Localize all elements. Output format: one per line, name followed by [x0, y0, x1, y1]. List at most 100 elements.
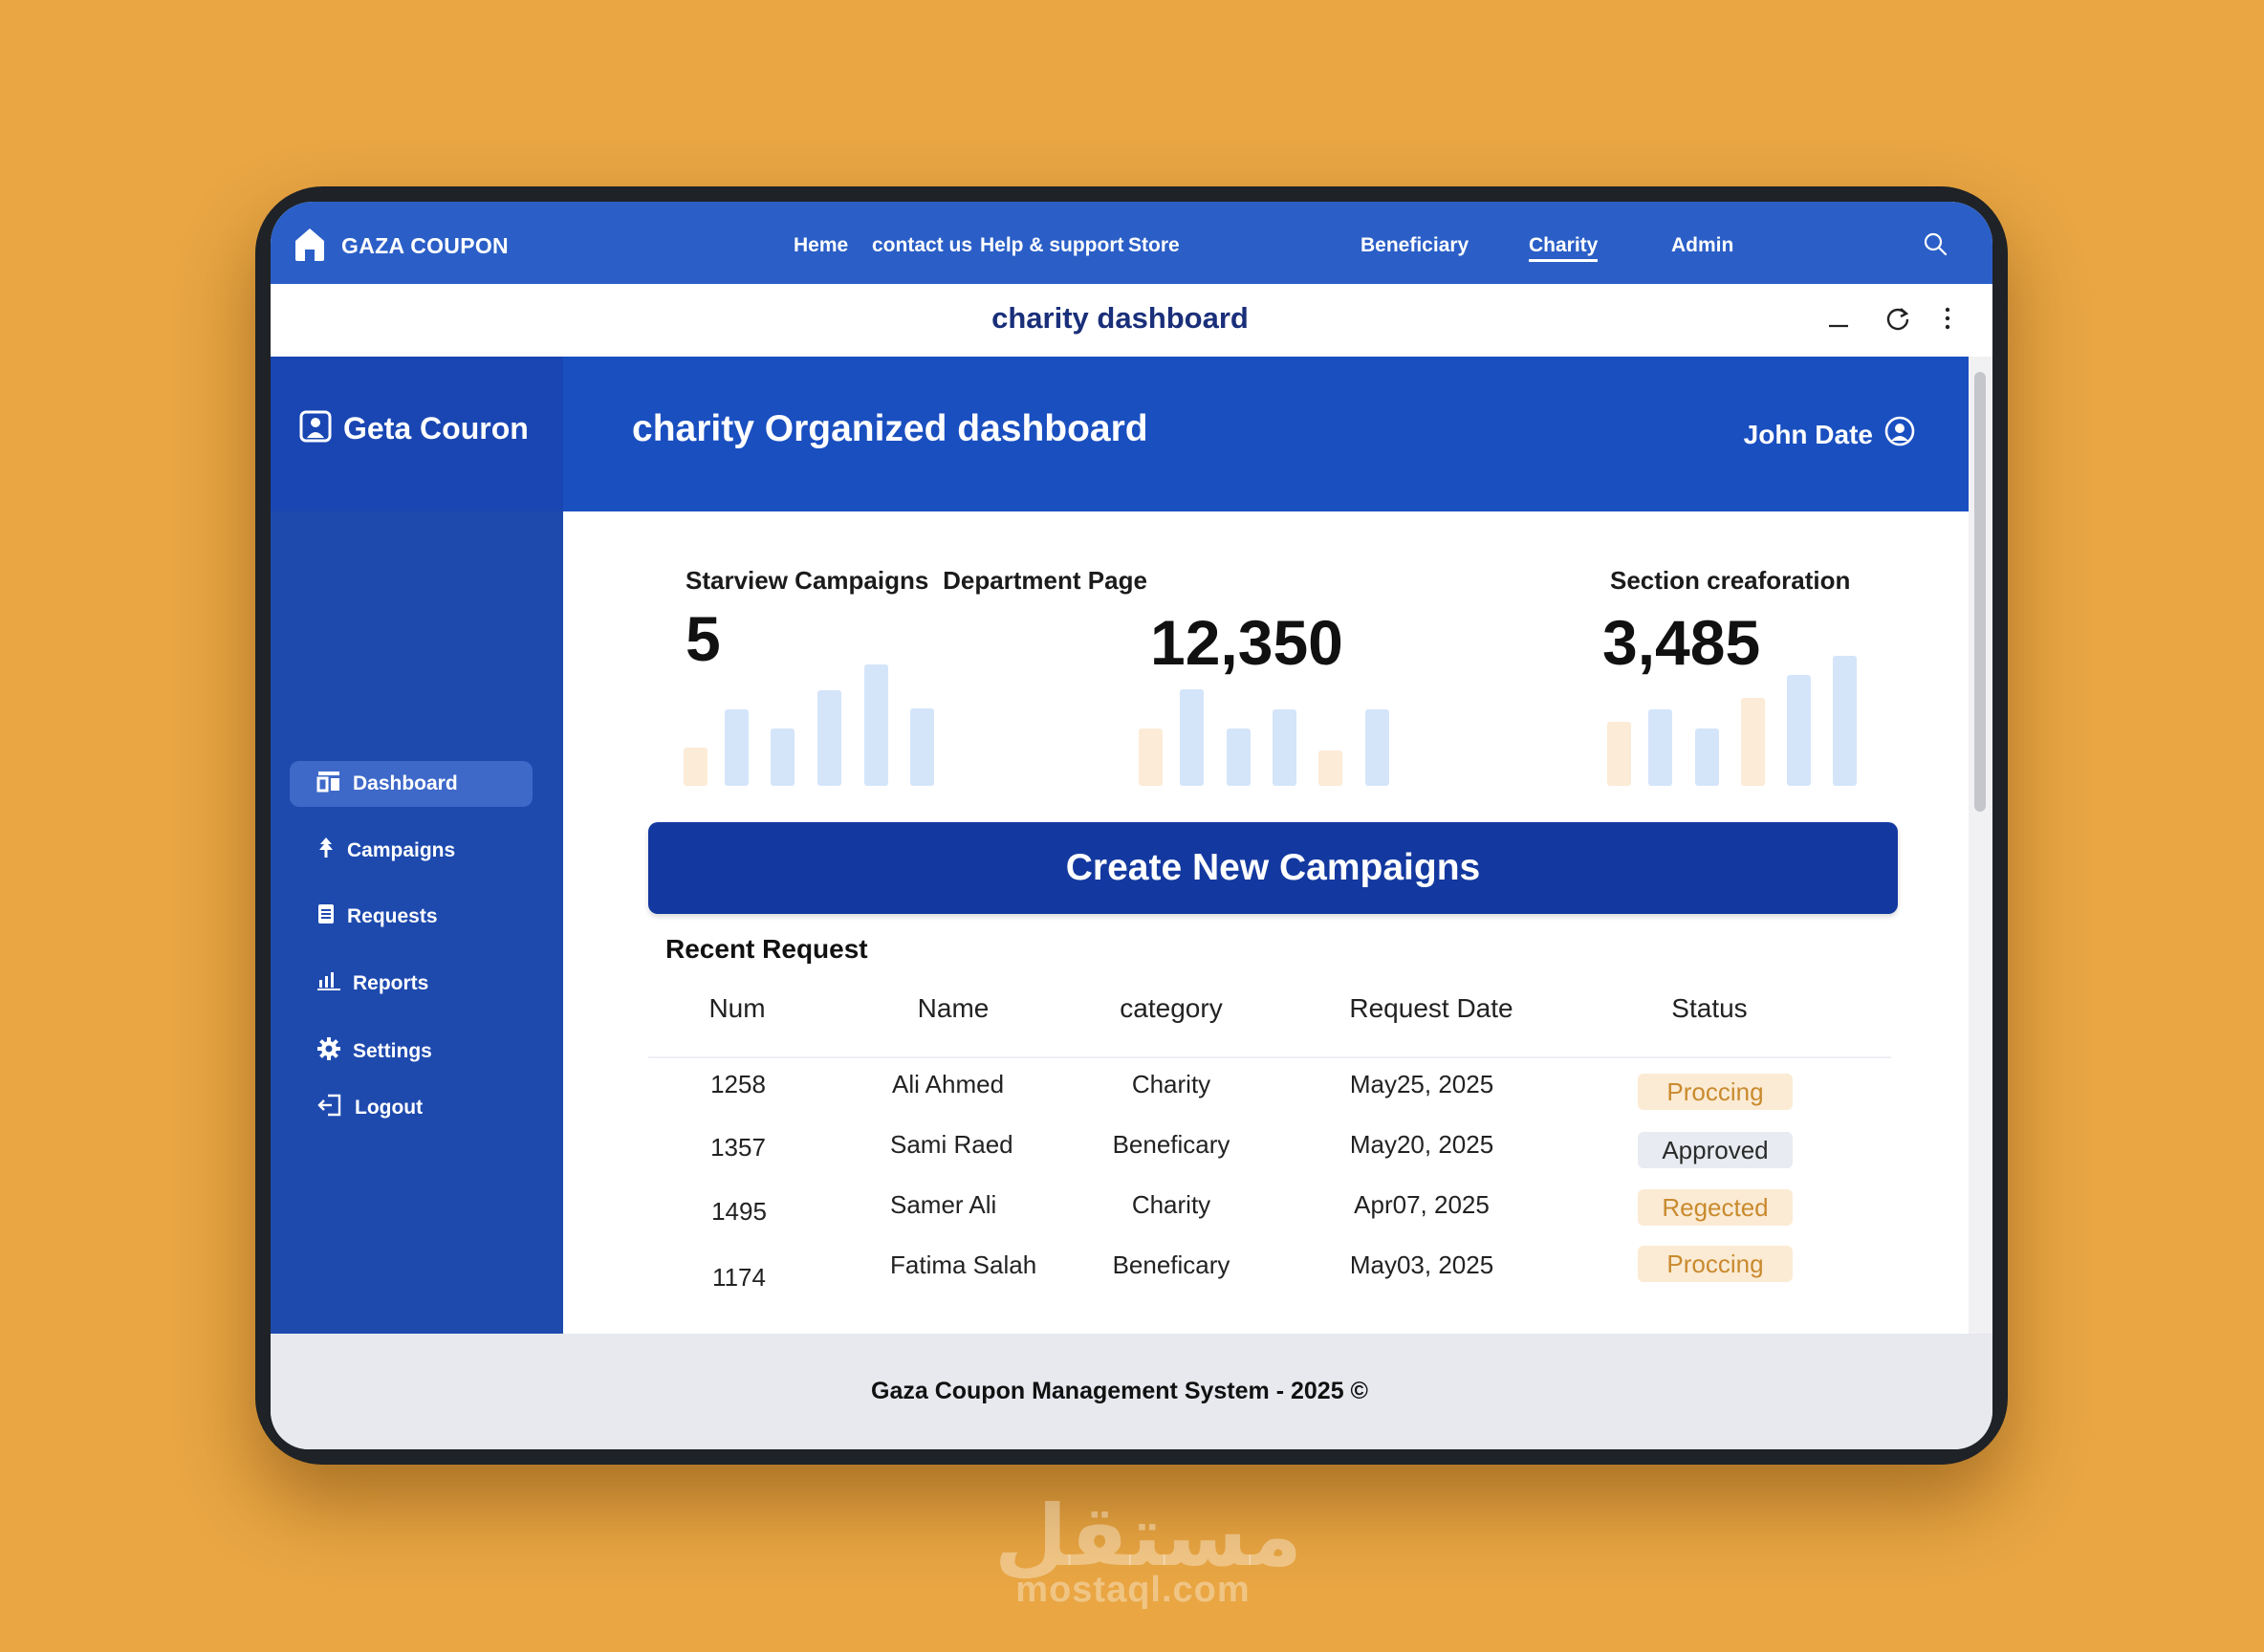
sparkline-bar — [864, 664, 888, 786]
nav-store[interactable]: Store — [1128, 234, 1180, 256]
stat-value: 12,350 — [1150, 607, 1343, 678]
home-icon — [292, 225, 328, 268]
sidebar-item-label: Reports — [353, 972, 429, 994]
sparkline-bar — [1180, 689, 1204, 786]
more-options-icon[interactable] — [1944, 305, 1951, 337]
cell-category: Charity — [1131, 1070, 1211, 1098]
refresh-icon[interactable] — [1884, 305, 1911, 337]
stat-label: Department Page — [943, 566, 1147, 595]
sidebar-item-reports[interactable]: Reports — [290, 961, 533, 1007]
sidebar-item-label: Campaigns — [347, 839, 456, 861]
gear-icon — [316, 1036, 341, 1067]
cell-date: May03, 2025 — [1349, 1250, 1494, 1279]
sidebar-item-label: Settings — [353, 1040, 432, 1062]
sparkline-bar — [684, 748, 708, 786]
sidebar-item-settings[interactable]: Settings — [290, 1029, 533, 1075]
sparkline-bar — [1787, 675, 1811, 786]
user-name: John Date — [1743, 419, 1873, 449]
user-badge-icon — [299, 410, 332, 447]
stat-sparkline-section — [1607, 642, 1865, 786]
sparkline-bar — [1139, 728, 1163, 786]
watermark-logo: مستقل — [994, 1487, 1302, 1585]
footer-text: Gaza Coupon Management System - 2025 © — [871, 1378, 1368, 1404]
sidebar-item-label: Logout — [355, 1097, 424, 1119]
cell-num: 1357 — [710, 1133, 766, 1162]
page-title: charity dashboard — [991, 301, 1249, 335]
sidebar-item-logout[interactable]: Logout — [290, 1085, 533, 1131]
sidebar-item-campaigns[interactable]: Campaigns — [290, 828, 533, 874]
footer: Gaza Coupon Management System - 2025 © — [271, 1334, 1992, 1449]
stat-sparkline-department — [1139, 676, 1397, 786]
sidebar-header: Geta Couron — [271, 357, 563, 511]
cell-date: Apr07, 2025 — [1354, 1190, 1490, 1219]
user-circle-icon — [1884, 416, 1915, 453]
column-header-name[interactable]: Name — [917, 993, 990, 1023]
document-icon — [316, 902, 336, 931]
stat-card-section: Section creaforation — [1610, 566, 1850, 596]
main-header: charity Organized dashboard John Date — [563, 357, 1969, 511]
brand[interactable]: GAZA COUPON — [292, 225, 509, 268]
sidebar-item-label: Dashboard — [353, 772, 458, 794]
sidebar: Dashboard Campaigns Requests Reports Set… — [271, 511, 563, 1334]
search-icon[interactable] — [1922, 230, 1948, 262]
stat-label: Starview Campaigns — [686, 566, 929, 595]
nav-contact-us[interactable]: contact us — [872, 234, 973, 256]
app-screen: GAZA COUPON Heme contact us Help & suppo… — [271, 202, 1992, 1449]
sparkline-bar — [1833, 656, 1857, 786]
app-titlebar: charity dashboard — [271, 284, 1992, 357]
cell-category: Beneficary — [1112, 1130, 1230, 1159]
create-campaign-button[interactable]: Create New Campaigns — [648, 822, 1898, 914]
column-header-status[interactable]: Status — [1671, 993, 1748, 1023]
status-badge: Proccing — [1638, 1074, 1793, 1110]
cell-date: May20, 2025 — [1349, 1130, 1494, 1159]
cell-category: Charity — [1131, 1190, 1211, 1219]
sidebar-item-dashboard[interactable]: Dashboard — [290, 761, 533, 807]
status-badge: Approved — [1638, 1132, 1793, 1168]
bar-chart-icon — [316, 970, 341, 997]
cell-name: Sami Raed — [890, 1130, 1013, 1159]
nav-home[interactable]: Heme — [794, 234, 849, 256]
stat-sparkline-campaigns — [684, 642, 942, 786]
nav-charity[interactable]: Charity — [1529, 234, 1599, 262]
cell-category: Beneficary — [1112, 1250, 1230, 1279]
sparkline-bar — [1227, 728, 1251, 786]
sidebar-brand[interactable]: Geta Couron — [299, 410, 529, 447]
nav-help-support[interactable]: Help & support — [980, 234, 1124, 256]
sparkline-bar — [1273, 709, 1296, 786]
sparkline-bar — [1318, 750, 1342, 786]
sparkline-bar — [1648, 709, 1672, 786]
stat-card-department-value: 12,350 — [1150, 611, 1343, 674]
cell-name: Samer Ali — [890, 1190, 997, 1219]
tree-icon — [316, 837, 336, 865]
scrollbar-thumb[interactable] — [1974, 372, 1986, 812]
sidebar-item-requests[interactable]: Requests — [290, 894, 533, 940]
stat-card-department: Department Page — [768, 566, 1322, 596]
cell-date: May25, 2025 — [1349, 1070, 1494, 1098]
stat-card-section-value: 3,485 — [1602, 611, 1760, 674]
user-menu[interactable]: John Date — [1744, 416, 1915, 453]
sidebar-brand-name: Geta Couron — [343, 411, 529, 446]
column-header-num[interactable]: Num — [708, 993, 766, 1023]
status-badge: Proccing — [1638, 1246, 1793, 1282]
minimize-icon[interactable] — [1828, 316, 1849, 334]
sidebar-item-label: Requests — [347, 905, 438, 927]
cell-name: Fatima Salah — [890, 1250, 1037, 1279]
nav-admin[interactable]: Admin — [1671, 234, 1734, 256]
watermark-url: mostaql.com — [1015, 1570, 1251, 1610]
sparkline-bar — [1695, 728, 1719, 786]
column-header-category[interactable]: category — [1120, 993, 1223, 1023]
sparkline-bar — [817, 690, 841, 786]
sparkline-bar — [1607, 722, 1631, 786]
stat-label: Section creaforation — [1610, 566, 1851, 595]
sparkline-bar — [725, 709, 749, 786]
dashboard-icon — [316, 770, 341, 798]
nav-beneficiary[interactable]: Beneficiary — [1361, 234, 1469, 256]
cell-num: 1495 — [711, 1197, 767, 1226]
sparkline-bar — [1741, 698, 1765, 786]
brand-name: GAZA COUPON — [341, 233, 509, 258]
column-header-request-date[interactable]: Request Date — [1349, 993, 1513, 1023]
logout-icon — [316, 1093, 343, 1123]
cell-num: 1174 — [712, 1263, 766, 1292]
sparkline-bar — [771, 728, 795, 786]
stat-card-campaigns: Starview Campaigns 5 — [686, 566, 928, 670]
